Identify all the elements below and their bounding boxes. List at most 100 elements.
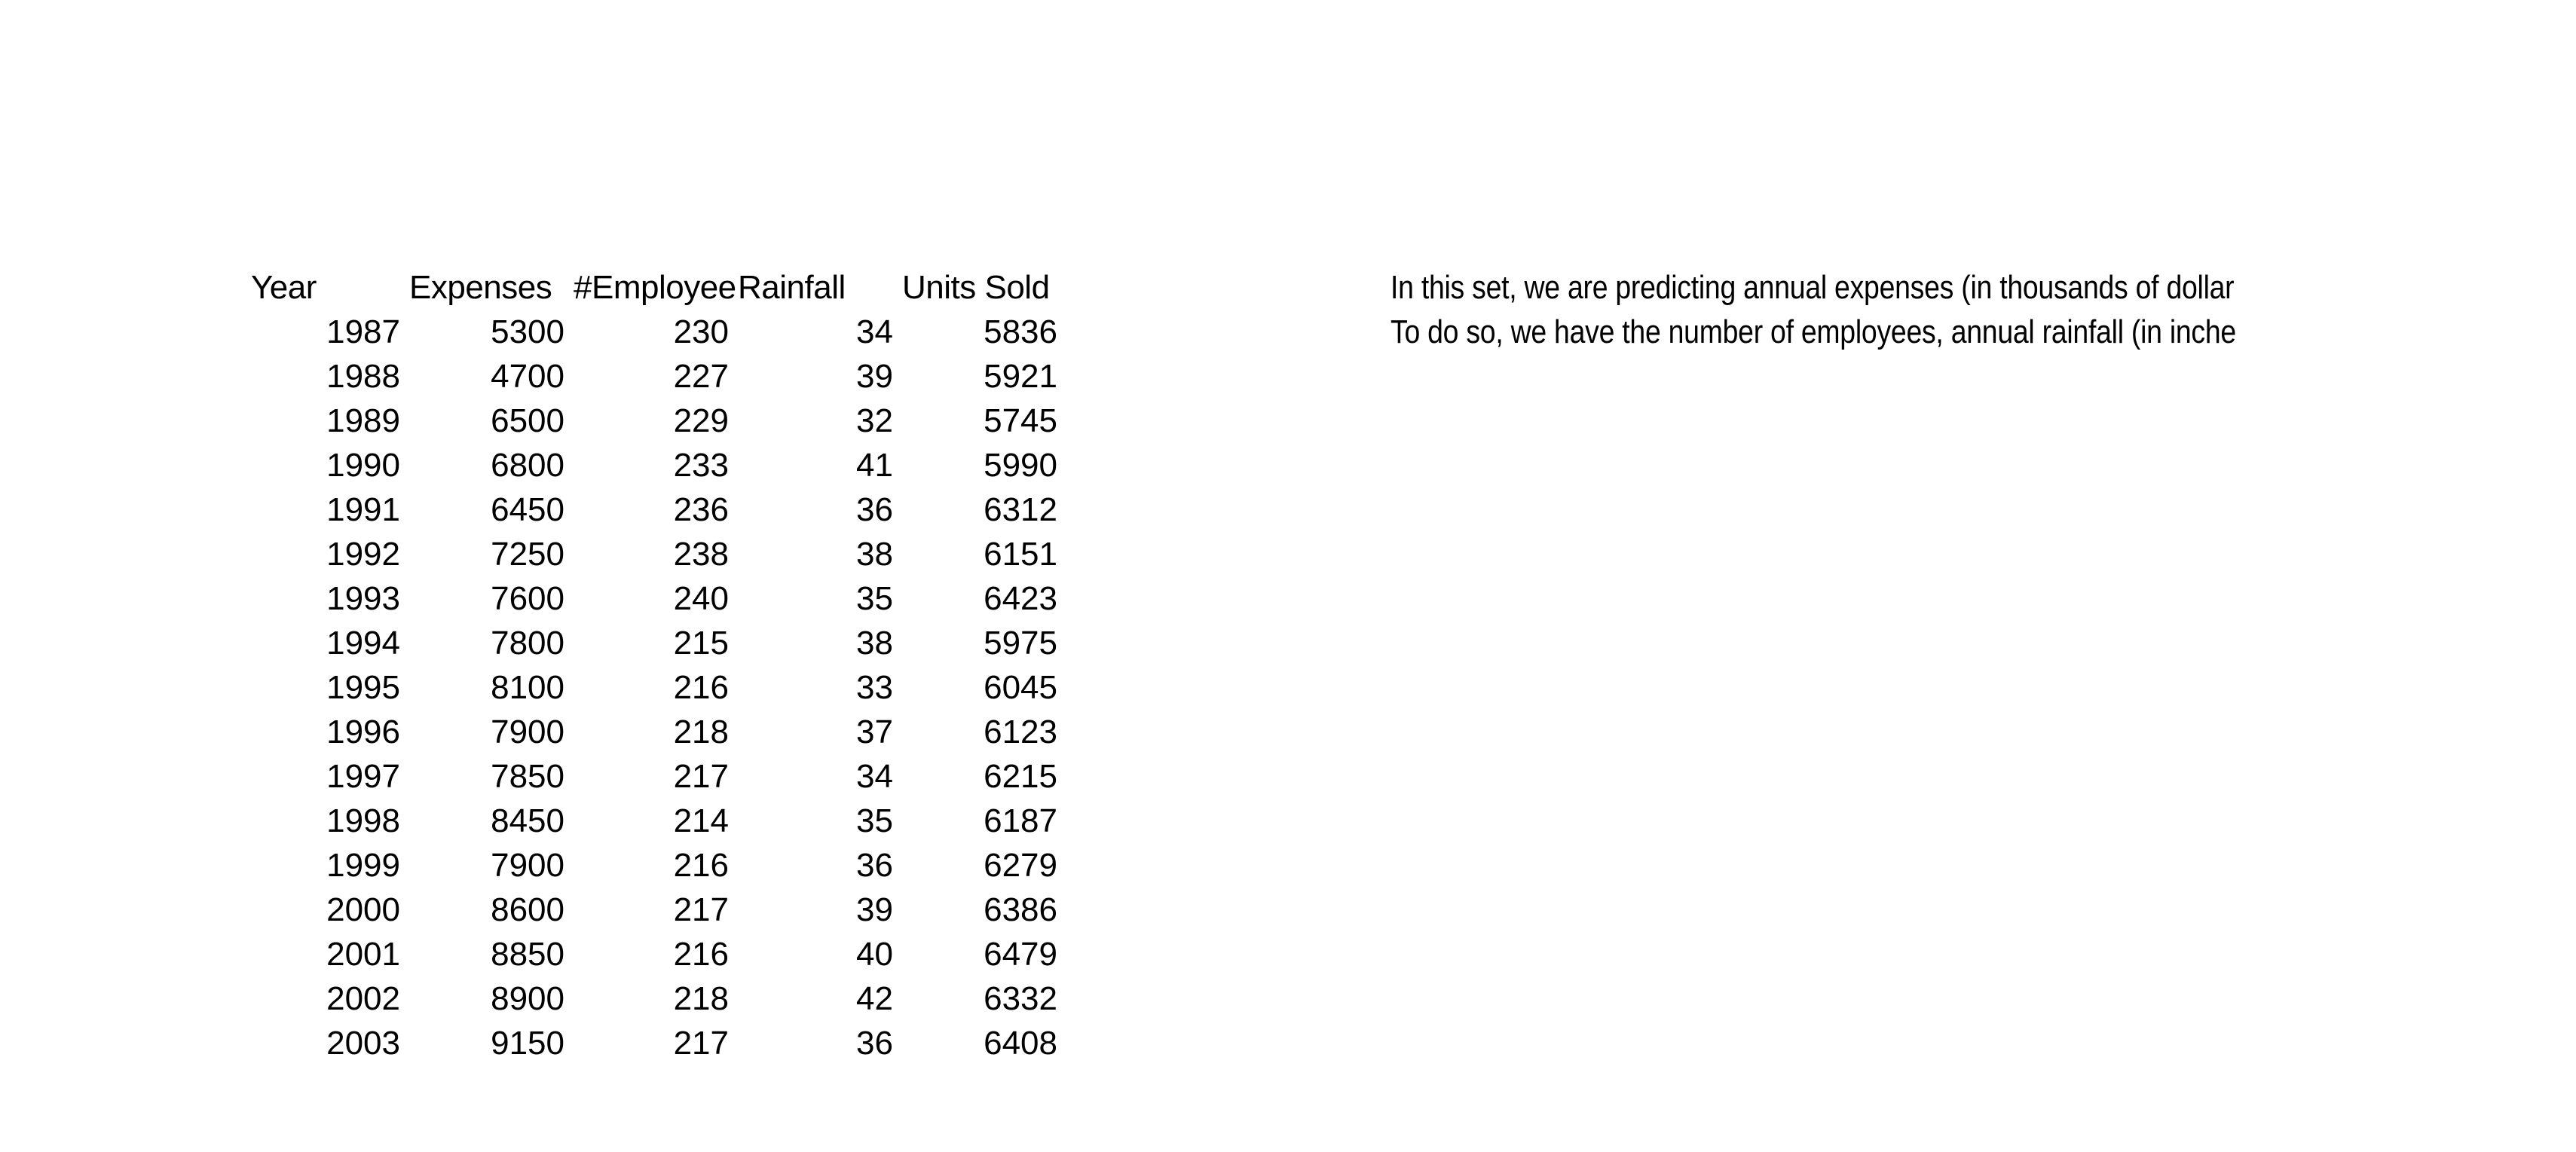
- cell-employees[interactable]: 218: [673, 714, 729, 750]
- cell-expenses[interactable]: 9150: [491, 1025, 564, 1062]
- cell-units-sold[interactable]: 6408: [984, 1025, 1057, 1062]
- cell-rainfall[interactable]: 36: [856, 847, 893, 884]
- cell-units-sold[interactable]: 5975: [984, 625, 1057, 662]
- note-line-1[interactable]: In this set, we are predicting annual ex…: [1390, 269, 2235, 306]
- cell-units-sold[interactable]: 6045: [984, 669, 1057, 706]
- cell-expenses[interactable]: 5300: [491, 313, 564, 350]
- cell-year[interactable]: 1988: [326, 358, 400, 395]
- cell-units-sold[interactable]: 6479: [984, 936, 1057, 973]
- cell-year[interactable]: 1994: [326, 625, 400, 662]
- cell-year[interactable]: 1999: [326, 847, 400, 884]
- column-header-units-sold[interactable]: Units Sold: [902, 269, 1050, 306]
- cell-employees[interactable]: 217: [673, 891, 729, 928]
- cell-year[interactable]: 2001: [326, 936, 400, 973]
- cell-expenses[interactable]: 6800: [491, 447, 564, 484]
- cell-units-sold[interactable]: 6151: [984, 536, 1057, 573]
- cell-rainfall[interactable]: 41: [856, 447, 893, 484]
- table-row: 1990 6800 233 41 5990: [249, 443, 1064, 487]
- cell-rainfall[interactable]: 35: [856, 802, 893, 839]
- cell-units-sold[interactable]: 6123: [984, 714, 1057, 750]
- cell-expenses[interactable]: 8450: [491, 802, 564, 839]
- cell-units-sold[interactable]: 5921: [984, 358, 1057, 395]
- column-header-expenses[interactable]: Expenses: [409, 269, 552, 306]
- cell-year[interactable]: 1991: [326, 491, 400, 528]
- cell-expenses[interactable]: 7800: [491, 625, 564, 662]
- cell-units-sold[interactable]: 6312: [984, 491, 1057, 528]
- cell-expenses[interactable]: 7600: [491, 580, 564, 617]
- cell-rainfall[interactable]: 38: [856, 536, 893, 573]
- cell-expenses[interactable]: 6450: [491, 491, 564, 528]
- cell-units-sold[interactable]: 6423: [984, 580, 1057, 617]
- cell-employees[interactable]: 236: [673, 491, 729, 528]
- cell-year[interactable]: 1993: [326, 580, 400, 617]
- cell-year[interactable]: 1992: [326, 536, 400, 573]
- cell-employees[interactable]: 216: [673, 847, 729, 884]
- cell-units-sold[interactable]: 6332: [984, 980, 1057, 1017]
- cell-rainfall[interactable]: 38: [856, 625, 893, 662]
- cell-rainfall[interactable]: 36: [856, 491, 893, 528]
- cell-units-sold[interactable]: 6187: [984, 802, 1057, 839]
- cell-employees[interactable]: 229: [673, 402, 729, 439]
- table-row: 2002 8900 218 42 6332: [249, 976, 1064, 1021]
- cell-year[interactable]: 2002: [326, 980, 400, 1017]
- cell-expenses[interactable]: 7250: [491, 536, 564, 573]
- cell-year[interactable]: 1995: [326, 669, 400, 706]
- cell-rainfall[interactable]: 32: [856, 402, 893, 439]
- cell-rainfall[interactable]: 36: [856, 1025, 893, 1062]
- cell-year[interactable]: 1990: [326, 447, 400, 484]
- table-row: 1995 8100 216 33 6045: [249, 665, 1064, 710]
- cell-expenses[interactable]: 8900: [491, 980, 564, 1017]
- cell-employees[interactable]: 218: [673, 980, 729, 1017]
- cell-year[interactable]: 1989: [326, 402, 400, 439]
- cell-year[interactable]: 1996: [326, 714, 400, 750]
- column-header-year[interactable]: Year: [251, 269, 317, 306]
- cell-year[interactable]: 2000: [326, 891, 400, 928]
- cell-year[interactable]: 1997: [326, 758, 400, 795]
- cell-expenses[interactable]: 7900: [491, 847, 564, 884]
- cell-rainfall[interactable]: 35: [856, 580, 893, 617]
- cell-expenses[interactable]: 7900: [491, 714, 564, 750]
- cell-units-sold[interactable]: 5745: [984, 402, 1057, 439]
- cell-rainfall[interactable]: 34: [856, 313, 893, 350]
- cell-units-sold[interactable]: 6215: [984, 758, 1057, 795]
- cell-employees[interactable]: 240: [673, 580, 729, 617]
- cell-rainfall[interactable]: 34: [856, 758, 893, 795]
- cell-employees[interactable]: 215: [673, 625, 729, 662]
- cell-year[interactable]: 2003: [326, 1025, 400, 1062]
- cell-expenses[interactable]: 4700: [491, 358, 564, 395]
- table-row: 1993 7600 240 35 6423: [249, 576, 1064, 621]
- note-line-2[interactable]: To do so, we have the number of employee…: [1390, 313, 2236, 350]
- cell-employees[interactable]: 214: [673, 802, 729, 839]
- cell-year[interactable]: 1987: [326, 313, 400, 350]
- cell-employees[interactable]: 217: [673, 758, 729, 795]
- table-row: 1994 7800 215 38 5975: [249, 621, 1064, 665]
- cell-expenses[interactable]: 6500: [491, 402, 564, 439]
- cell-expenses[interactable]: 8850: [491, 936, 564, 973]
- cell-rainfall[interactable]: 39: [856, 891, 893, 928]
- cell-rainfall[interactable]: 40: [856, 936, 893, 973]
- cell-employees[interactable]: 238: [673, 536, 729, 573]
- column-header-rainfall[interactable]: Rainfall: [738, 269, 846, 306]
- cell-employees[interactable]: 227: [673, 358, 729, 395]
- table-row: 2001 8850 216 40 6479: [249, 932, 1064, 976]
- cell-year[interactable]: 1998: [326, 802, 400, 839]
- cell-rainfall[interactable]: 37: [856, 714, 893, 750]
- table-row: 1989 6500 229 32 5745: [249, 399, 1064, 443]
- cell-employees[interactable]: 230: [673, 313, 729, 350]
- column-header-employees[interactable]: #Employee: [574, 269, 736, 306]
- cell-employees[interactable]: 216: [673, 669, 729, 706]
- cell-rainfall[interactable]: 39: [856, 358, 893, 395]
- cell-expenses[interactable]: 8600: [491, 891, 564, 928]
- table-row: 1997 7850 217 34 6215: [249, 754, 1064, 799]
- cell-employees[interactable]: 216: [673, 936, 729, 973]
- cell-employees[interactable]: 217: [673, 1025, 729, 1062]
- cell-rainfall[interactable]: 42: [856, 980, 893, 1017]
- cell-expenses[interactable]: 8100: [491, 669, 564, 706]
- cell-units-sold[interactable]: 5836: [984, 313, 1057, 350]
- cell-expenses[interactable]: 7850: [491, 758, 564, 795]
- cell-units-sold[interactable]: 6279: [984, 847, 1057, 884]
- cell-units-sold[interactable]: 6386: [984, 891, 1057, 928]
- cell-units-sold[interactable]: 5990: [984, 447, 1057, 484]
- cell-rainfall[interactable]: 33: [856, 669, 893, 706]
- cell-employees[interactable]: 233: [673, 447, 729, 484]
